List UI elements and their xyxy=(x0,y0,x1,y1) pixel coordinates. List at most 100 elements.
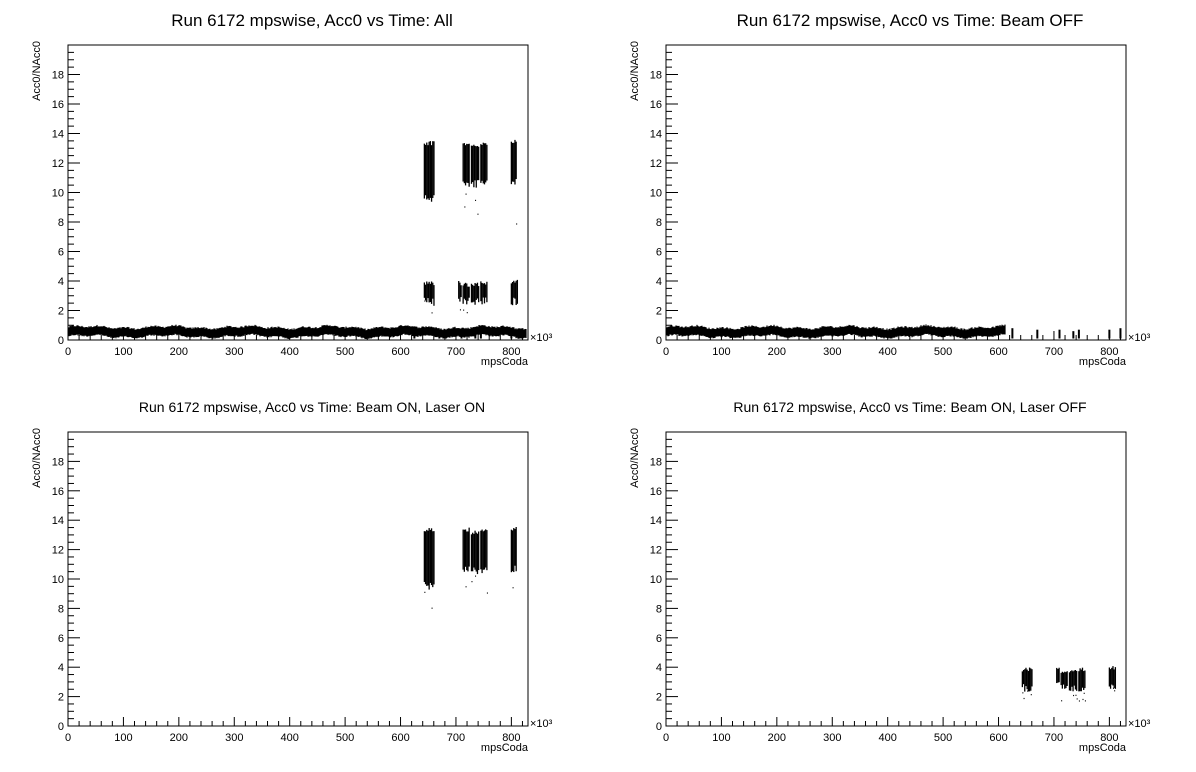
cluster-point xyxy=(463,309,465,311)
cluster-point xyxy=(424,591,426,593)
x-tick-label: 200 xyxy=(170,732,188,744)
y-tick-label: 6 xyxy=(58,633,64,645)
data-points xyxy=(423,527,517,609)
x-tick-label: 0 xyxy=(663,346,669,358)
x-tick-label: 0 xyxy=(65,732,71,744)
y-tick-label: 10 xyxy=(650,574,662,586)
y-tick-label: 0 xyxy=(656,721,662,733)
x-tick-label: 200 xyxy=(768,732,786,744)
x-tick-label: 200 xyxy=(768,346,786,358)
y-tick-label: 14 xyxy=(650,129,662,141)
y-tick-label: 12 xyxy=(650,158,662,170)
x-tick-label: 600 xyxy=(989,346,1007,358)
cluster-point xyxy=(486,592,488,594)
x-tick-label: 100 xyxy=(712,732,730,744)
x-axis-label: mpsCoda xyxy=(1079,742,1127,754)
x-tick-label: 100 xyxy=(114,346,132,358)
cluster-point xyxy=(1114,690,1116,692)
cluster-point xyxy=(1084,700,1086,702)
x-tick-label: 100 xyxy=(114,732,132,744)
y-tick-label: 4 xyxy=(58,662,64,674)
cluster-point xyxy=(1023,697,1025,700)
x-tick-label: 600 xyxy=(391,346,409,358)
x-tick-label: 700 xyxy=(1045,346,1063,358)
cluster-point xyxy=(1030,694,1032,696)
x-tick-label: 800 xyxy=(1100,732,1118,744)
plot-frame xyxy=(665,44,1127,341)
x-tick-label: 400 xyxy=(879,732,897,744)
x-multiplier-label: ×10³ xyxy=(1128,718,1151,730)
y-tick-label: 12 xyxy=(52,158,64,170)
y-axis-label: Acc0/NAcc0 xyxy=(31,428,43,488)
plot-frame xyxy=(67,431,529,727)
cluster-point xyxy=(516,223,518,225)
y-tick-label: 18 xyxy=(650,70,662,82)
cluster-point xyxy=(464,206,466,208)
y-tick-label: 6 xyxy=(656,633,662,645)
cluster-point xyxy=(424,300,426,302)
y-tick-label: 2 xyxy=(656,692,662,704)
y-tick-label: 8 xyxy=(656,217,662,229)
x-tick-label: 700 xyxy=(1045,732,1063,744)
y-tick-label: 4 xyxy=(656,276,662,288)
chart-panel-4: Run 6172 mpswise, Acc0 vs Time: Beam ON,… xyxy=(629,399,1151,754)
cluster-point xyxy=(512,587,514,589)
x-tick-label: 700 xyxy=(447,732,465,744)
x-tick-label: 300 xyxy=(225,346,243,358)
cluster-point xyxy=(1076,698,1078,700)
y-tick-label: 8 xyxy=(58,217,64,229)
y-tick-label: 10 xyxy=(52,188,64,200)
x-multiplier-label: ×10³ xyxy=(530,718,553,730)
x-tick-label: 500 xyxy=(934,732,952,744)
y-axis-label: Acc0/NAcc0 xyxy=(31,41,43,101)
x-tick-label: 0 xyxy=(65,346,71,358)
y-tick-label: 18 xyxy=(52,456,64,468)
chart-title: Run 6172 mpswise, Acc0 vs Time: Beam OFF xyxy=(737,11,1084,30)
x-tick-label: 600 xyxy=(391,732,409,744)
x-tick-label: 400 xyxy=(879,346,897,358)
chart-panel-2: Run 6172 mpswise, Acc0 vs Time: Beam OFF… xyxy=(629,11,1151,368)
y-tick-label: 6 xyxy=(656,247,662,259)
x-tick-label: 400 xyxy=(281,732,299,744)
cluster-point xyxy=(471,581,473,583)
y-tick-label: 8 xyxy=(656,603,662,615)
chart-title: Run 6172 mpswise, Acc0 vs Time: Beam ON,… xyxy=(733,399,1086,415)
x-tick-label: 300 xyxy=(823,346,841,358)
cluster-point xyxy=(475,575,477,577)
chart-title: Run 6172 mpswise, Acc0 vs Time: Beam ON,… xyxy=(139,399,485,415)
cluster-point xyxy=(431,312,433,314)
y-tick-label: 6 xyxy=(58,247,64,259)
y-tick-label: 0 xyxy=(58,335,64,347)
y-tick-label: 8 xyxy=(58,603,64,615)
y-tick-label: 14 xyxy=(650,515,662,527)
x-tick-label: 800 xyxy=(502,346,520,358)
y-tick-label: 2 xyxy=(58,692,64,704)
cluster-point xyxy=(1061,700,1063,702)
data-points xyxy=(1021,666,1117,702)
y-tick-label: 12 xyxy=(52,545,64,557)
x-tick-label: 600 xyxy=(989,732,1007,744)
cluster-point xyxy=(1073,694,1075,697)
x-tick-label: 500 xyxy=(934,346,952,358)
cluster-point xyxy=(1075,694,1077,696)
y-tick-label: 18 xyxy=(650,456,662,468)
y-tick-label: 4 xyxy=(656,662,662,674)
y-tick-label: 16 xyxy=(52,486,64,498)
y-tick-label: 14 xyxy=(52,515,64,527)
cluster-point xyxy=(1078,700,1080,702)
chart-panel-1: Run 6172 mpswise, Acc0 vs Time: All 0 2 4 6 8… xyxy=(31,11,553,368)
y-tick-label: 0 xyxy=(58,721,64,733)
y-tick-label: 2 xyxy=(58,306,64,318)
y-tick-label: 18 xyxy=(52,70,64,82)
x-axis-label: mpsCoda xyxy=(481,356,529,368)
chart-title: Run 6172 mpswise, Acc0 vs Time: All xyxy=(171,11,453,30)
y-tick-label: 10 xyxy=(52,574,64,586)
x-tick-label: 300 xyxy=(225,732,243,744)
x-tick-label: 100 xyxy=(712,346,730,358)
cluster-point xyxy=(1083,692,1085,694)
y-tick-label: 12 xyxy=(650,545,662,557)
data-points xyxy=(68,139,527,340)
x-axis-label: mpsCoda xyxy=(481,742,529,754)
y-tick-label: 16 xyxy=(650,486,662,498)
